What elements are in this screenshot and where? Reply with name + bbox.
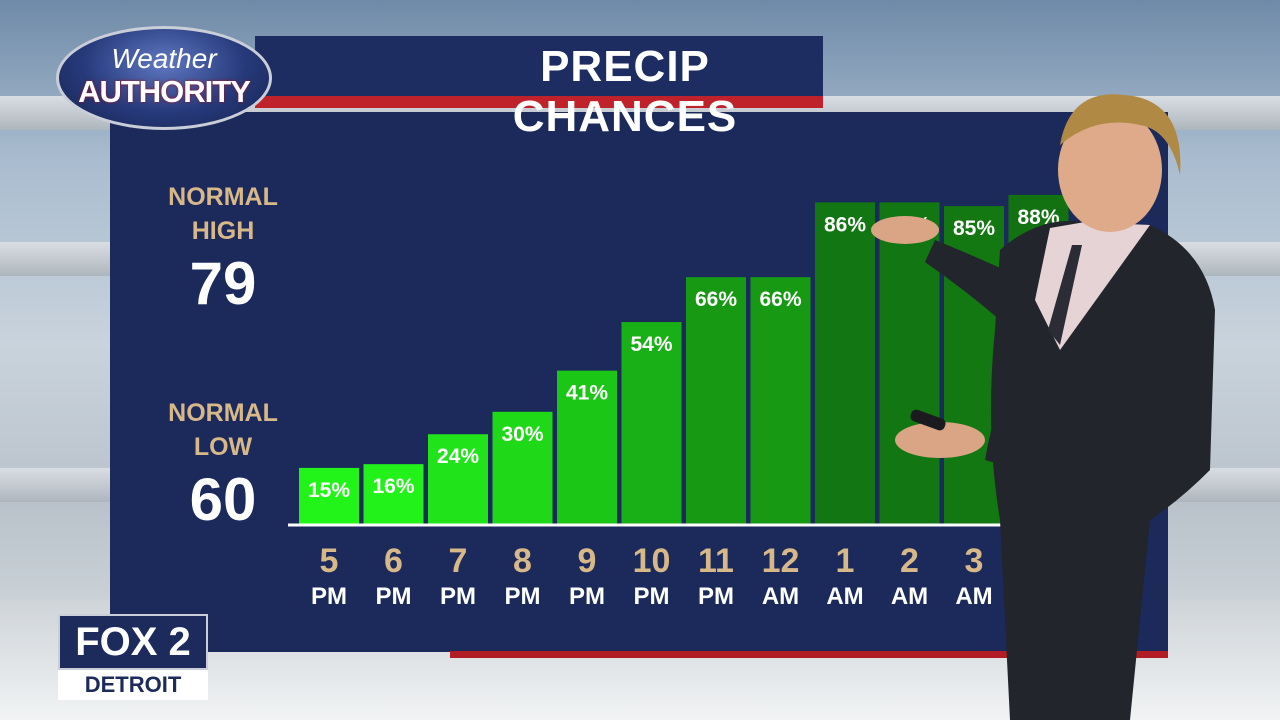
bar-5 (621, 322, 682, 524)
bar-4 (557, 370, 617, 524)
presenter-arm-raised (925, 240, 1005, 320)
x-tick-number-4: 9 (578, 542, 597, 580)
bar-value-label-2: 24% (437, 445, 479, 468)
bar-value-label-1: 16% (372, 475, 414, 498)
x-tick-ampm-7: AM (762, 583, 799, 610)
bar-value-label-6: 66% (695, 288, 737, 311)
presenter-hair (1060, 94, 1181, 175)
bar-6 (686, 277, 746, 524)
x-tick-number-6: 11 (698, 542, 734, 580)
title-banner (255, 36, 823, 96)
bar-1 (363, 464, 424, 524)
x-tick-number-2: 7 (449, 542, 468, 580)
x-tick-number-7: 12 (762, 542, 800, 580)
x-tick-ampm-6: PM (698, 583, 734, 610)
bar-value-label-4: 41% (566, 382, 608, 405)
chart-title: PRECIP CHANCES (512, 42, 738, 141)
x-tick-ampm-1: PM (376, 583, 412, 610)
x-tick-ampm-0: PM (311, 583, 347, 610)
bar-value-label-3: 30% (501, 423, 543, 446)
presenter-hand-raised (871, 216, 939, 244)
x-tick-ampm-5: PM (634, 583, 670, 610)
x-tick-ampm-3: PM (505, 583, 541, 610)
station-name: FOX 2 (58, 614, 208, 670)
bar-value-label-8: 86% (824, 213, 866, 236)
logo-line-2: AUTHORITY (78, 74, 251, 109)
presenter-tie (1048, 245, 1082, 345)
normal-high-panel: NORMAL HIGH 79 (163, 180, 283, 316)
presenter-arm-lower (985, 400, 1030, 470)
x-tick-number-0: 5 (320, 542, 339, 580)
board-accent-strip (450, 651, 1168, 658)
x-tick-number-5: 10 (633, 542, 671, 580)
bar-value-label-5: 54% (630, 333, 672, 356)
x-tick-number-3: 8 (513, 542, 532, 580)
x-tick-ampm-2: PM (440, 583, 476, 610)
presenter-head (1058, 108, 1162, 232)
weather-authority-logo: Weather AUTHORITY (56, 26, 272, 130)
normal-low-label-2: LOW (193, 433, 253, 461)
x-tick-ampm-4: PM (569, 583, 605, 610)
title-banner-accent (255, 96, 823, 108)
normal-high-value: 79 (189, 250, 257, 317)
bar-value-label-0: 15% (308, 479, 350, 502)
bar-0 (299, 467, 359, 524)
bar-value-label-7: 66% (759, 288, 801, 311)
normal-low-value: 60 (189, 466, 257, 533)
station-city: DETROIT (58, 670, 208, 700)
bar-7 (750, 277, 811, 524)
x-tick-number-1: 6 (384, 542, 403, 580)
x-tick-ampm-9: AM (891, 583, 928, 610)
x-tick-number-10: 3 (965, 542, 984, 580)
normal-high-label-1: NORMAL (168, 183, 278, 211)
x-tick-number-9: 2 (900, 542, 919, 580)
presenter-body (991, 220, 1215, 720)
logo-line-1: Weather (111, 43, 217, 74)
x-tick-ampm-8: AM (826, 583, 863, 610)
x-tick-number-8: 1 (836, 542, 855, 580)
clicker-remote (910, 409, 946, 431)
bar-8 (815, 202, 875, 525)
normal-low-panel: NORMAL LOW 60 (163, 396, 283, 532)
normal-high-label-2: HIGH (191, 217, 255, 245)
bar-value-label-10: 85% (953, 217, 995, 240)
bar-value-label-11: 88% (1017, 206, 1059, 229)
presenter-hand-lower (895, 422, 985, 458)
bar-2 (428, 434, 488, 524)
x-tick-ampm-10: AM (955, 583, 992, 610)
bar-3 (492, 411, 553, 524)
normal-low-label-1: NORMAL (168, 399, 278, 427)
station-bug: FOX 2 DETROIT (58, 614, 208, 700)
